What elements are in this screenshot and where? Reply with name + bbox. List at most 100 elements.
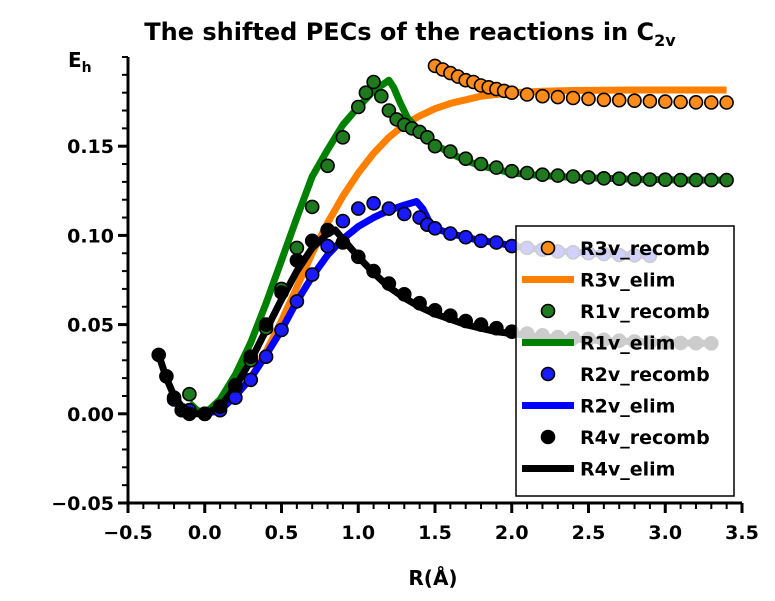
point-R1v_recomb [320,158,335,174]
point-R2v_recomb [304,267,320,282]
point-R1v_recomb [688,172,704,188]
point-R1v_recomb [443,144,458,159]
point-R3v_recomb [596,92,612,108]
legend-label-R1v_elim: R1v_elim [580,333,675,355]
point-R4v_recomb [182,406,197,422]
point-R2v_recomb [228,390,243,406]
point-R1v_recomb [304,199,320,215]
x-tick-label: 0.5 [265,522,299,544]
point-R1v_recomb [642,172,658,187]
legend-swatch-R4v_recomb [540,429,556,445]
y-tick-label: 0.15 [67,136,114,158]
point-R3v_recomb [519,87,535,102]
point-R1v_recomb [657,172,673,187]
point-R3v_recomb [611,92,627,108]
plot-area [151,58,734,422]
point-R4v_recomb [243,349,259,365]
point-R3v_recomb [535,88,550,104]
point-R4v_recomb [258,317,274,332]
point-R1v_recomb [473,156,489,172]
y-axis-label: Eh [68,48,92,76]
point-R2v_recomb [258,349,274,365]
point-R1v_recomb [504,163,520,179]
point-R2v_recomb [443,226,458,241]
point-R1v_recomb [719,172,734,188]
legend-label-R1v_recomb: R1v_recomb [580,301,710,323]
y-axis-label-subscript: h [82,60,92,76]
point-R2v_recomb [396,206,412,222]
point-R2v_recomb [458,229,474,245]
x-tick-label: 1.0 [341,522,375,544]
point-R1v_recomb [673,172,688,188]
point-R3v_recomb [627,93,642,108]
point-R2v_recomb [427,221,443,236]
y-tick-label: −0.05 [51,493,114,515]
x-axis-label: R(Å) [408,566,457,590]
point-R4v_recomb [489,320,504,336]
legend-label-R2v_recomb: R2v_recomb [580,364,710,386]
point-R1v_recomb [519,165,535,181]
point-R2v_recomb [381,201,397,216]
legend-box [515,225,735,497]
point-R4v_recomb [228,377,243,393]
point-R4v_recomb [350,249,366,265]
point-R2v_recomb [289,294,305,309]
point-R1v_recomb [373,88,389,104]
legend-label-R3v_elim: R3v_elim [580,270,675,292]
point-R2v_recomb [350,201,366,216]
x-tick-label: 2.5 [572,522,606,544]
point-R1v_recomb [703,172,719,188]
point-R1v_recomb [627,171,642,187]
chart-title: The shifted PECs of the reactions in C2v [144,18,676,50]
point-R4v_recomb [274,285,289,300]
point-R4v_recomb [396,286,412,302]
legend: R3v_recomb R3v_elim R1v_recomb R1v_elim R2v_… [515,225,735,497]
point-R2v_recomb [335,213,351,229]
point-R1v_recomb [611,171,627,186]
point-R1v_recomb [335,130,351,145]
point-R4v_recomb [197,406,213,422]
point-R1v_recomb [565,169,581,184]
chart-title-subscript: 2v [654,31,676,50]
point-R2v_recomb [489,235,504,250]
y-tick-label: 0.10 [67,225,114,247]
legend-label-R4v_elim: R4v_elim [580,459,675,481]
point-R4v_recomb [289,253,305,268]
x-tick-label: 2.0 [495,522,529,544]
x-tick-label: 3.0 [648,522,682,544]
legend-label-R2v_elim: R2v_elim [580,396,675,418]
point-R1v_recomb [458,151,474,166]
x-tick-label: −0.5 [103,522,153,544]
point-R3v_recomb [550,89,566,105]
point-R1v_recomb [427,138,443,154]
legend-label-R4v_recomb: R4v_recomb [580,427,710,449]
legend-swatch-R2v_recomb [540,366,556,382]
point-R4v_recomb [473,317,489,332]
point-R4v_recomb [212,399,228,415]
point-R1v_recomb [289,240,305,256]
y-tick-label: 0.00 [67,404,114,426]
point-R4v_recomb [427,302,443,318]
point-R1v_recomb [182,386,197,402]
x-tick-label: 3.5 [725,522,759,544]
point-R2v_recomb [243,372,259,388]
point-R4v_recomb [304,233,320,249]
point-R3v_recomb [581,91,596,107]
point-R3v_recomb [719,95,734,110]
point-R2v_recomb [274,322,289,338]
axes: −0.05 0.00 0.05 0.10 0.15 −0.5 0.0 0.5 1.0 1.5 2.0… [51,56,759,544]
point-R2v_recomb [366,196,381,211]
point-R3v_recomb [673,94,688,110]
point-R3v_recomb [565,90,581,106]
point-R3v_recomb [642,93,658,109]
point-R4v_recomb [151,347,166,363]
point-R2v_recomb [473,233,489,249]
legend-label-R3v_recomb: R3v_recomb [580,238,710,260]
point-R3v_recomb [657,94,673,109]
point-R1v_recomb [350,99,366,115]
x-tick-label: 1.5 [418,522,452,544]
point-R4v_recomb [412,295,427,311]
point-R4v_recomb [458,313,474,329]
point-R4v_recomb [159,368,174,384]
